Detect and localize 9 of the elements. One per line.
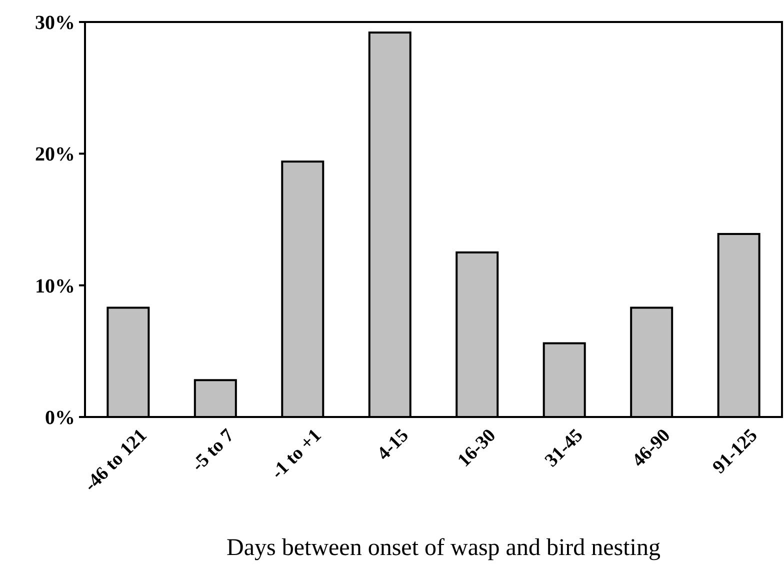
y-tick-label: 0% bbox=[45, 407, 75, 429]
x-tick-label: -1 to +1 bbox=[267, 425, 326, 484]
y-tick-label: 20% bbox=[35, 144, 75, 166]
x-axis-title: Days between onset of wasp and bird nesting bbox=[226, 535, 660, 561]
y-tick-label: 10% bbox=[35, 275, 75, 298]
x-tick-label: -46 to 121 bbox=[80, 425, 152, 496]
y-tick-label: 30% bbox=[35, 12, 75, 34]
x-tick-label: 4-15 bbox=[373, 425, 413, 465]
x-tick-label: -5 to 7 bbox=[188, 424, 239, 476]
